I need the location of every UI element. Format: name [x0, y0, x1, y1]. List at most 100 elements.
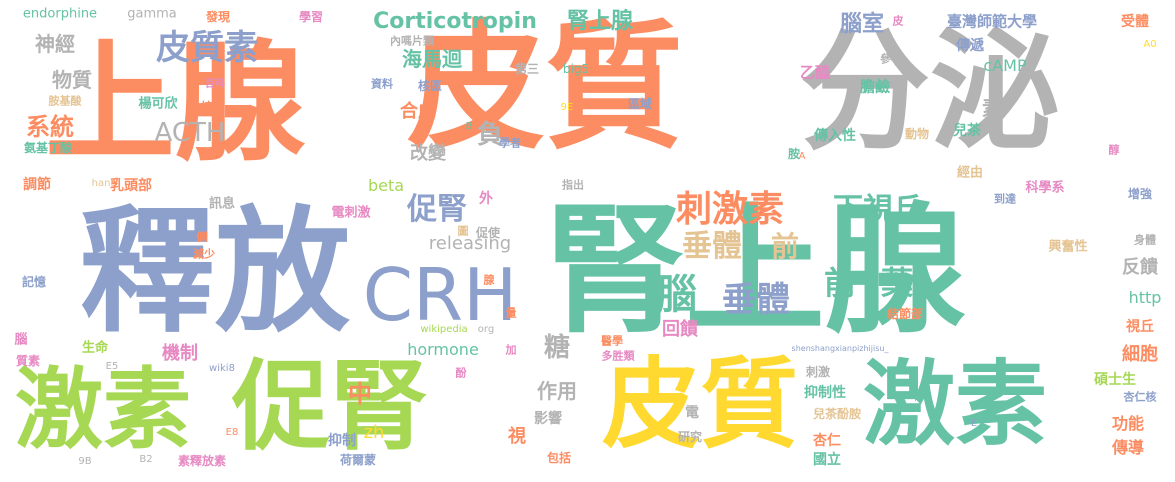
word: 臺灣師範大學 — [946, 12, 1038, 31]
word: 視丘 — [1126, 319, 1154, 335]
word: 兒茶 — [953, 123, 981, 139]
word: 皮 — [892, 14, 904, 28]
word: 荷爾蒙 — [339, 453, 377, 467]
word: 釋放 — [80, 193, 350, 351]
word: 質素 — [15, 354, 41, 368]
word: 訊息 — [208, 196, 236, 212]
word: 傳遞 — [956, 38, 984, 54]
word: 國立 — [813, 452, 841, 468]
word: hormone — [407, 340, 479, 359]
word: 酚 — [455, 366, 467, 380]
word: 指出 — [562, 178, 584, 192]
word: 抑制性 — [804, 385, 846, 401]
word: 中 — [348, 380, 372, 408]
word: 生命 — [81, 340, 109, 356]
word: gamma — [127, 6, 177, 22]
word: 促腎 — [407, 192, 467, 227]
word: 垂體 — [682, 229, 742, 264]
word: 糖 — [543, 333, 571, 363]
word: 記憶 — [21, 275, 47, 289]
word: 杏仁核 — [1123, 390, 1157, 404]
word: 9B — [78, 456, 92, 467]
word: 側 — [196, 230, 208, 244]
word: 系統 — [26, 113, 74, 141]
word: 研究 — [677, 430, 703, 444]
word: E — [970, 418, 978, 429]
word: 前 — [823, 264, 857, 302]
word: org — [477, 324, 495, 335]
word: 核區 — [417, 79, 443, 93]
word: endorphine — [22, 6, 98, 22]
word: 垂體 — [722, 280, 790, 320]
word: 控制 — [200, 100, 226, 114]
word: CRH — [362, 253, 518, 337]
word: ACTH — [154, 118, 226, 148]
word: A0 — [1143, 39, 1157, 50]
word: big5 — [562, 62, 590, 76]
word: 兒茶酚胺 — [812, 407, 862, 421]
word: 結節部 — [886, 307, 924, 321]
word: releasing — [428, 233, 512, 254]
word: 身體 — [1134, 233, 1156, 247]
word: 傳導 — [1111, 438, 1145, 457]
word: 上腺 — [44, 27, 306, 179]
word: 氨基丁酸 — [23, 141, 73, 155]
word: 腦室 — [839, 12, 885, 37]
word: 功能 — [1111, 414, 1145, 433]
word: 機制 — [162, 343, 198, 364]
word: 合成 — [400, 101, 436, 122]
word: E5 — [105, 361, 119, 372]
word: 包括 — [546, 451, 572, 465]
word: 皮質素 — [156, 28, 258, 68]
word: 影響 — [534, 411, 562, 427]
word: 皮質 — [601, 348, 799, 462]
word: beta — [367, 176, 405, 195]
word: 楊可欣 — [138, 96, 178, 112]
word: 學者 — [499, 136, 521, 150]
word: B — [465, 121, 473, 132]
word: 外 — [479, 191, 493, 207]
word: 反饋 — [1122, 257, 1158, 278]
word: 減少 — [193, 247, 215, 261]
word: 腦 — [14, 332, 28, 348]
word: 經由 — [956, 165, 984, 181]
word: 發現 — [205, 10, 231, 24]
word: 物質 — [52, 68, 92, 92]
word: 碩士生 — [1094, 372, 1136, 388]
word: 醫學 — [601, 334, 623, 348]
word: 9E — [560, 102, 574, 113]
word: 腎上腺 — [544, 190, 966, 353]
word: 海馬迴 — [402, 47, 462, 71]
word: 促腎 — [231, 350, 429, 464]
word: 改變 — [410, 143, 446, 164]
word: 參考 — [880, 52, 902, 66]
word: 促使 — [475, 226, 501, 240]
word: 胺基酸 — [48, 94, 82, 108]
word: 前 — [770, 230, 800, 263]
word: 科學系 — [1025, 180, 1065, 196]
word: 百科 — [205, 79, 225, 90]
word: 腦 — [657, 272, 697, 318]
word: 視 — [508, 426, 526, 447]
word: 區域 — [627, 97, 653, 111]
word: 抑制 — [328, 433, 356, 449]
word: 量 — [505, 306, 517, 320]
word: 多胜類 — [601, 349, 635, 363]
word: cAMP — [983, 56, 1027, 75]
word: 動物 — [904, 127, 930, 141]
word: 內嗎片類 — [390, 34, 434, 48]
word: shenshangxianpizhijisu_ — [791, 344, 889, 353]
word: http — [1128, 288, 1162, 307]
word: 增強 — [1127, 187, 1153, 201]
word: 腺 — [483, 273, 495, 287]
word: 葉 — [880, 264, 914, 302]
word: hant — [91, 178, 115, 189]
word: wikipedia — [420, 324, 468, 335]
word: 腎上腺 — [566, 9, 634, 34]
word: 皮質 — [406, 7, 684, 168]
word: 激素 — [862, 351, 1048, 458]
word: 下視丘 — [833, 192, 923, 227]
word: 神經 — [35, 32, 75, 56]
word: 乙醯 — [799, 63, 831, 82]
